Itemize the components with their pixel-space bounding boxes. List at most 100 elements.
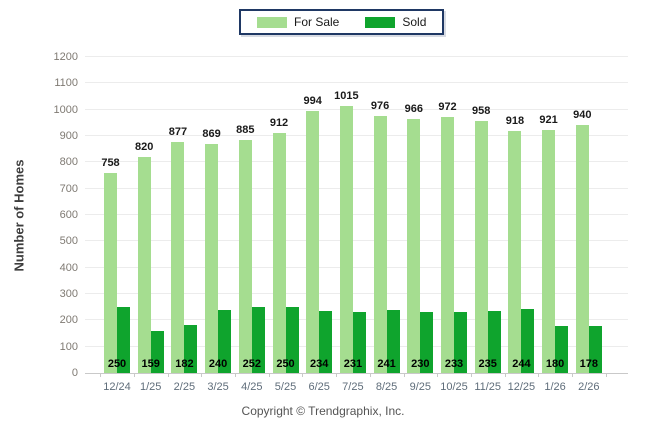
x-axis-line: [85, 373, 628, 374]
bar-for-sale: [272, 133, 286, 373]
bar-sold: [420, 312, 434, 373]
for-sale-value-label: 958: [472, 105, 491, 117]
bar-for-sale: [238, 140, 252, 373]
legend-swatch-icon: [257, 16, 287, 28]
x-tick-label-4-25: 4/25: [241, 381, 263, 393]
x-tick-label-6-25: 6/25: [308, 381, 330, 393]
x-axis-tick: [201, 373, 203, 377]
y-tick-label-0: 0: [71, 367, 78, 379]
for-sale-value-label: 994: [303, 95, 322, 107]
bar-for-sale: [508, 131, 522, 373]
y-tick-label-800: 800: [59, 156, 78, 169]
bar-for-sale: [474, 121, 488, 373]
sold-value-label: 250: [107, 358, 127, 370]
x-axis-tick: [369, 373, 371, 377]
y-tick-label-300: 300: [59, 288, 78, 300]
sold-value-label: 252: [242, 358, 261, 370]
y-tick-label-100: 100: [59, 340, 78, 353]
chart-legend: For Sale Sold: [239, 9, 445, 35]
gridline-1200: [85, 56, 628, 57]
bar-sold: [454, 312, 467, 373]
sold-value-label: 233: [444, 358, 464, 370]
for-sale-value-label: 885: [236, 124, 255, 136]
y-axis-title-wrap: Number of Homes: [4, 57, 34, 373]
y-tick-label-1100: 1100: [54, 77, 78, 90]
gridline-300: [85, 293, 628, 294]
x-tick-label-8-25: 8/25: [375, 381, 398, 393]
y-tick-label-1000: 1000: [53, 103, 78, 116]
x-tick-label-3-25: 3/25: [207, 381, 229, 393]
gridline-900: [85, 135, 628, 136]
legend-label: Sold: [402, 15, 427, 29]
bar-for-sale: [171, 142, 185, 373]
sold-value-label: 182: [175, 358, 194, 370]
sold-value-label: 231: [343, 358, 363, 370]
gridline-1000: [85, 108, 628, 110]
gridline-500: [85, 240, 628, 242]
y-tick-label-600: 600: [59, 209, 78, 221]
for-sale-value-label: 976: [370, 100, 390, 112]
sold-value-label: 240: [208, 358, 228, 370]
x-axis-tick: [437, 373, 439, 377]
gridline-1100: [85, 82, 628, 84]
bar-for-sale: [137, 157, 151, 373]
x-axis-tick: [403, 373, 405, 377]
x-axis-tick: [302, 373, 304, 377]
gridline-600: [85, 214, 628, 215]
x-tick-label-12-25: 12/25: [507, 381, 536, 393]
bar-for-sale: [542, 130, 556, 373]
x-tick-label-10-25: 10/25: [440, 381, 468, 393]
for-sale-value-label: 972: [438, 101, 457, 113]
x-tick-label-11-25: 11/25: [474, 381, 502, 393]
bar-sold: [117, 307, 130, 373]
x-tick-label-9-25: 9/25: [409, 381, 432, 393]
bar-sold: [251, 307, 265, 373]
sold-value-label: 234: [310, 358, 329, 370]
y-tick-label-200: 200: [59, 314, 78, 327]
for-sale-value-label: 758: [101, 157, 120, 169]
x-axis-tick: [336, 373, 338, 377]
y-tick-label-500: 500: [59, 235, 78, 248]
sold-value-label: 180: [545, 358, 565, 370]
plot-area: 758 250 820 159 877 182 869 240 885 252 912 250 994 2…: [85, 56, 628, 374]
x-tick-label-5-25: 5/25: [274, 381, 297, 393]
for-sale-value-label: 1015: [334, 90, 359, 102]
sold-value-label: 244: [512, 358, 531, 370]
x-axis-tick: [605, 373, 607, 377]
y-tick-label-700: 700: [59, 182, 78, 195]
bar-sold: [521, 309, 535, 373]
bar-for-sale: [575, 125, 589, 373]
for-sale-value-label: 869: [202, 128, 221, 140]
y-axis-title: Number of Homes: [11, 159, 27, 271]
bar-sold: [285, 307, 299, 373]
sold-value-label: 250: [276, 358, 295, 370]
x-axis-tick: [504, 373, 506, 377]
sold-value-label: 230: [411, 358, 430, 370]
bar-for-sale: [407, 119, 421, 373]
x-tick-label-7-25: 7/25: [342, 381, 364, 393]
copyright-text: Copyright © Trendgraphix, Inc.: [241, 404, 405, 418]
bar-sold: [150, 331, 164, 373]
legend-item-for-sale: For Sale: [257, 15, 339, 29]
for-sale-value-label: 921: [539, 114, 558, 126]
x-axis-tick: [268, 373, 270, 377]
x-tick-label-2-25: 2/25: [173, 381, 196, 393]
gridline-800: [85, 161, 628, 163]
bar-for-sale: [104, 173, 117, 373]
for-sale-value-label: 820: [135, 141, 154, 153]
bar-for-sale: [373, 116, 387, 373]
for-sale-value-label: 940: [573, 109, 592, 121]
sold-value-label: 235: [478, 358, 497, 370]
legend-swatch-icon: [365, 16, 396, 28]
bar-sold: [386, 310, 400, 373]
legend-label: For Sale: [294, 15, 340, 29]
for-sale-value-label: 912: [269, 117, 289, 129]
x-axis-tick: [572, 373, 573, 377]
x-tick-label-1-26: 1/26: [544, 381, 566, 393]
bar-sold: [555, 326, 569, 373]
for-sale-value-label: 877: [168, 126, 188, 138]
x-axis-tick: [235, 373, 236, 377]
bar-sold: [184, 325, 198, 373]
for-sale-value-label: 918: [505, 115, 525, 127]
